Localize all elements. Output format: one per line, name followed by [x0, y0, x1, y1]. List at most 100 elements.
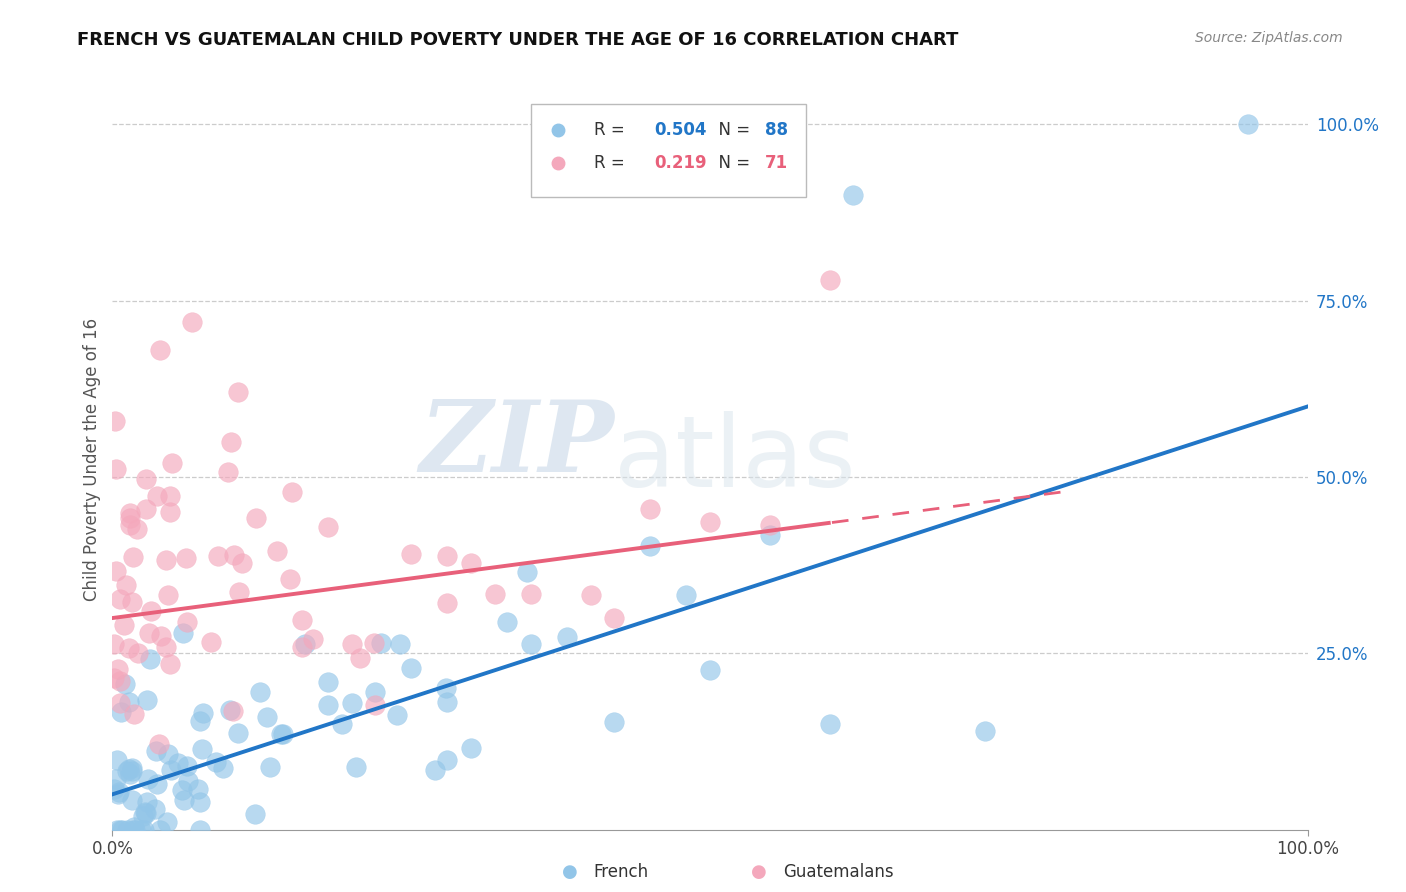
Point [104, 564, 127, 578]
Point [146, 777, 169, 791]
Point [340, 696, 363, 710]
Point [460, 556, 482, 570]
Point [496, 615, 519, 630]
Text: FRENCH VS GUATEMALAN CHILD POVERTY UNDER THE AGE OF 16 CORRELATION CHART: FRENCH VS GUATEMALAN CHILD POVERTY UNDER… [77, 31, 959, 49]
Point [115, 822, 138, 837]
Point [172, 625, 194, 640]
Text: 88: 88 [765, 121, 787, 139]
Point [271, 727, 294, 741]
Point [173, 793, 195, 807]
Point [159, 657, 181, 672]
Point [143, 802, 166, 816]
Text: N =: N = [707, 154, 755, 172]
Point [121, 764, 143, 778]
Point [640, 502, 662, 516]
Point [520, 637, 543, 651]
Point [759, 528, 782, 542]
Point [316, 675, 339, 690]
Point [155, 553, 177, 567]
Point [108, 696, 131, 710]
Point [124, 822, 146, 837]
Point [118, 695, 141, 709]
Point [157, 588, 180, 602]
Point [177, 773, 200, 788]
Point [188, 714, 211, 729]
Point [146, 489, 169, 503]
Point [385, 708, 408, 723]
Point [110, 706, 132, 720]
Point [436, 681, 458, 695]
Point [401, 547, 423, 561]
Point [105, 822, 128, 837]
Point [364, 698, 387, 712]
Point [555, 630, 578, 644]
Point [217, 465, 239, 479]
Point [520, 587, 543, 601]
Point [436, 696, 458, 710]
Point [176, 615, 198, 629]
Point [401, 661, 423, 675]
Point [640, 539, 662, 553]
Point [1237, 118, 1260, 132]
Point [122, 822, 145, 837]
Text: R =: R = [595, 121, 630, 139]
Point [121, 761, 143, 775]
Point [108, 785, 131, 799]
Point [228, 726, 250, 740]
Point [135, 502, 157, 516]
Point [219, 703, 242, 717]
Point [139, 651, 162, 665]
Point [112, 617, 135, 632]
Point [136, 772, 159, 787]
Point [118, 517, 141, 532]
Point [103, 781, 125, 796]
Point [579, 588, 602, 602]
Point [266, 544, 288, 558]
Point [191, 741, 214, 756]
Point [127, 646, 149, 660]
Point [108, 822, 131, 837]
Point [148, 822, 170, 837]
Point [134, 806, 156, 821]
Point [759, 518, 782, 533]
Text: 0.504: 0.504 [654, 121, 706, 139]
Point [148, 737, 170, 751]
Point [842, 188, 865, 202]
Point [349, 650, 371, 665]
Point [222, 704, 245, 718]
Point [330, 717, 353, 731]
Point [436, 549, 458, 564]
Point [302, 632, 325, 647]
Text: 0.219: 0.219 [654, 154, 706, 172]
Point [162, 456, 184, 470]
Point [249, 685, 271, 699]
Point [200, 635, 222, 649]
Point [187, 781, 209, 796]
Point [340, 637, 363, 651]
Point [188, 822, 211, 837]
Point [484, 586, 506, 600]
Point [155, 815, 177, 830]
Point [423, 763, 446, 777]
Point [176, 759, 198, 773]
Point [150, 629, 173, 643]
Point [228, 584, 250, 599]
Point [107, 788, 129, 802]
Point [105, 753, 128, 767]
Point [294, 637, 316, 651]
Point [818, 272, 841, 286]
Point [389, 637, 412, 651]
Text: ●: ● [751, 863, 768, 881]
Point [134, 805, 156, 819]
Point [103, 671, 125, 685]
Point [281, 485, 304, 500]
Point [104, 414, 127, 428]
Point [436, 596, 458, 610]
Point [132, 822, 155, 837]
Text: R =: R = [595, 154, 630, 172]
Point [121, 793, 143, 807]
Point [135, 471, 157, 485]
Point [118, 511, 141, 525]
Point [603, 715, 626, 730]
Point [136, 796, 159, 810]
